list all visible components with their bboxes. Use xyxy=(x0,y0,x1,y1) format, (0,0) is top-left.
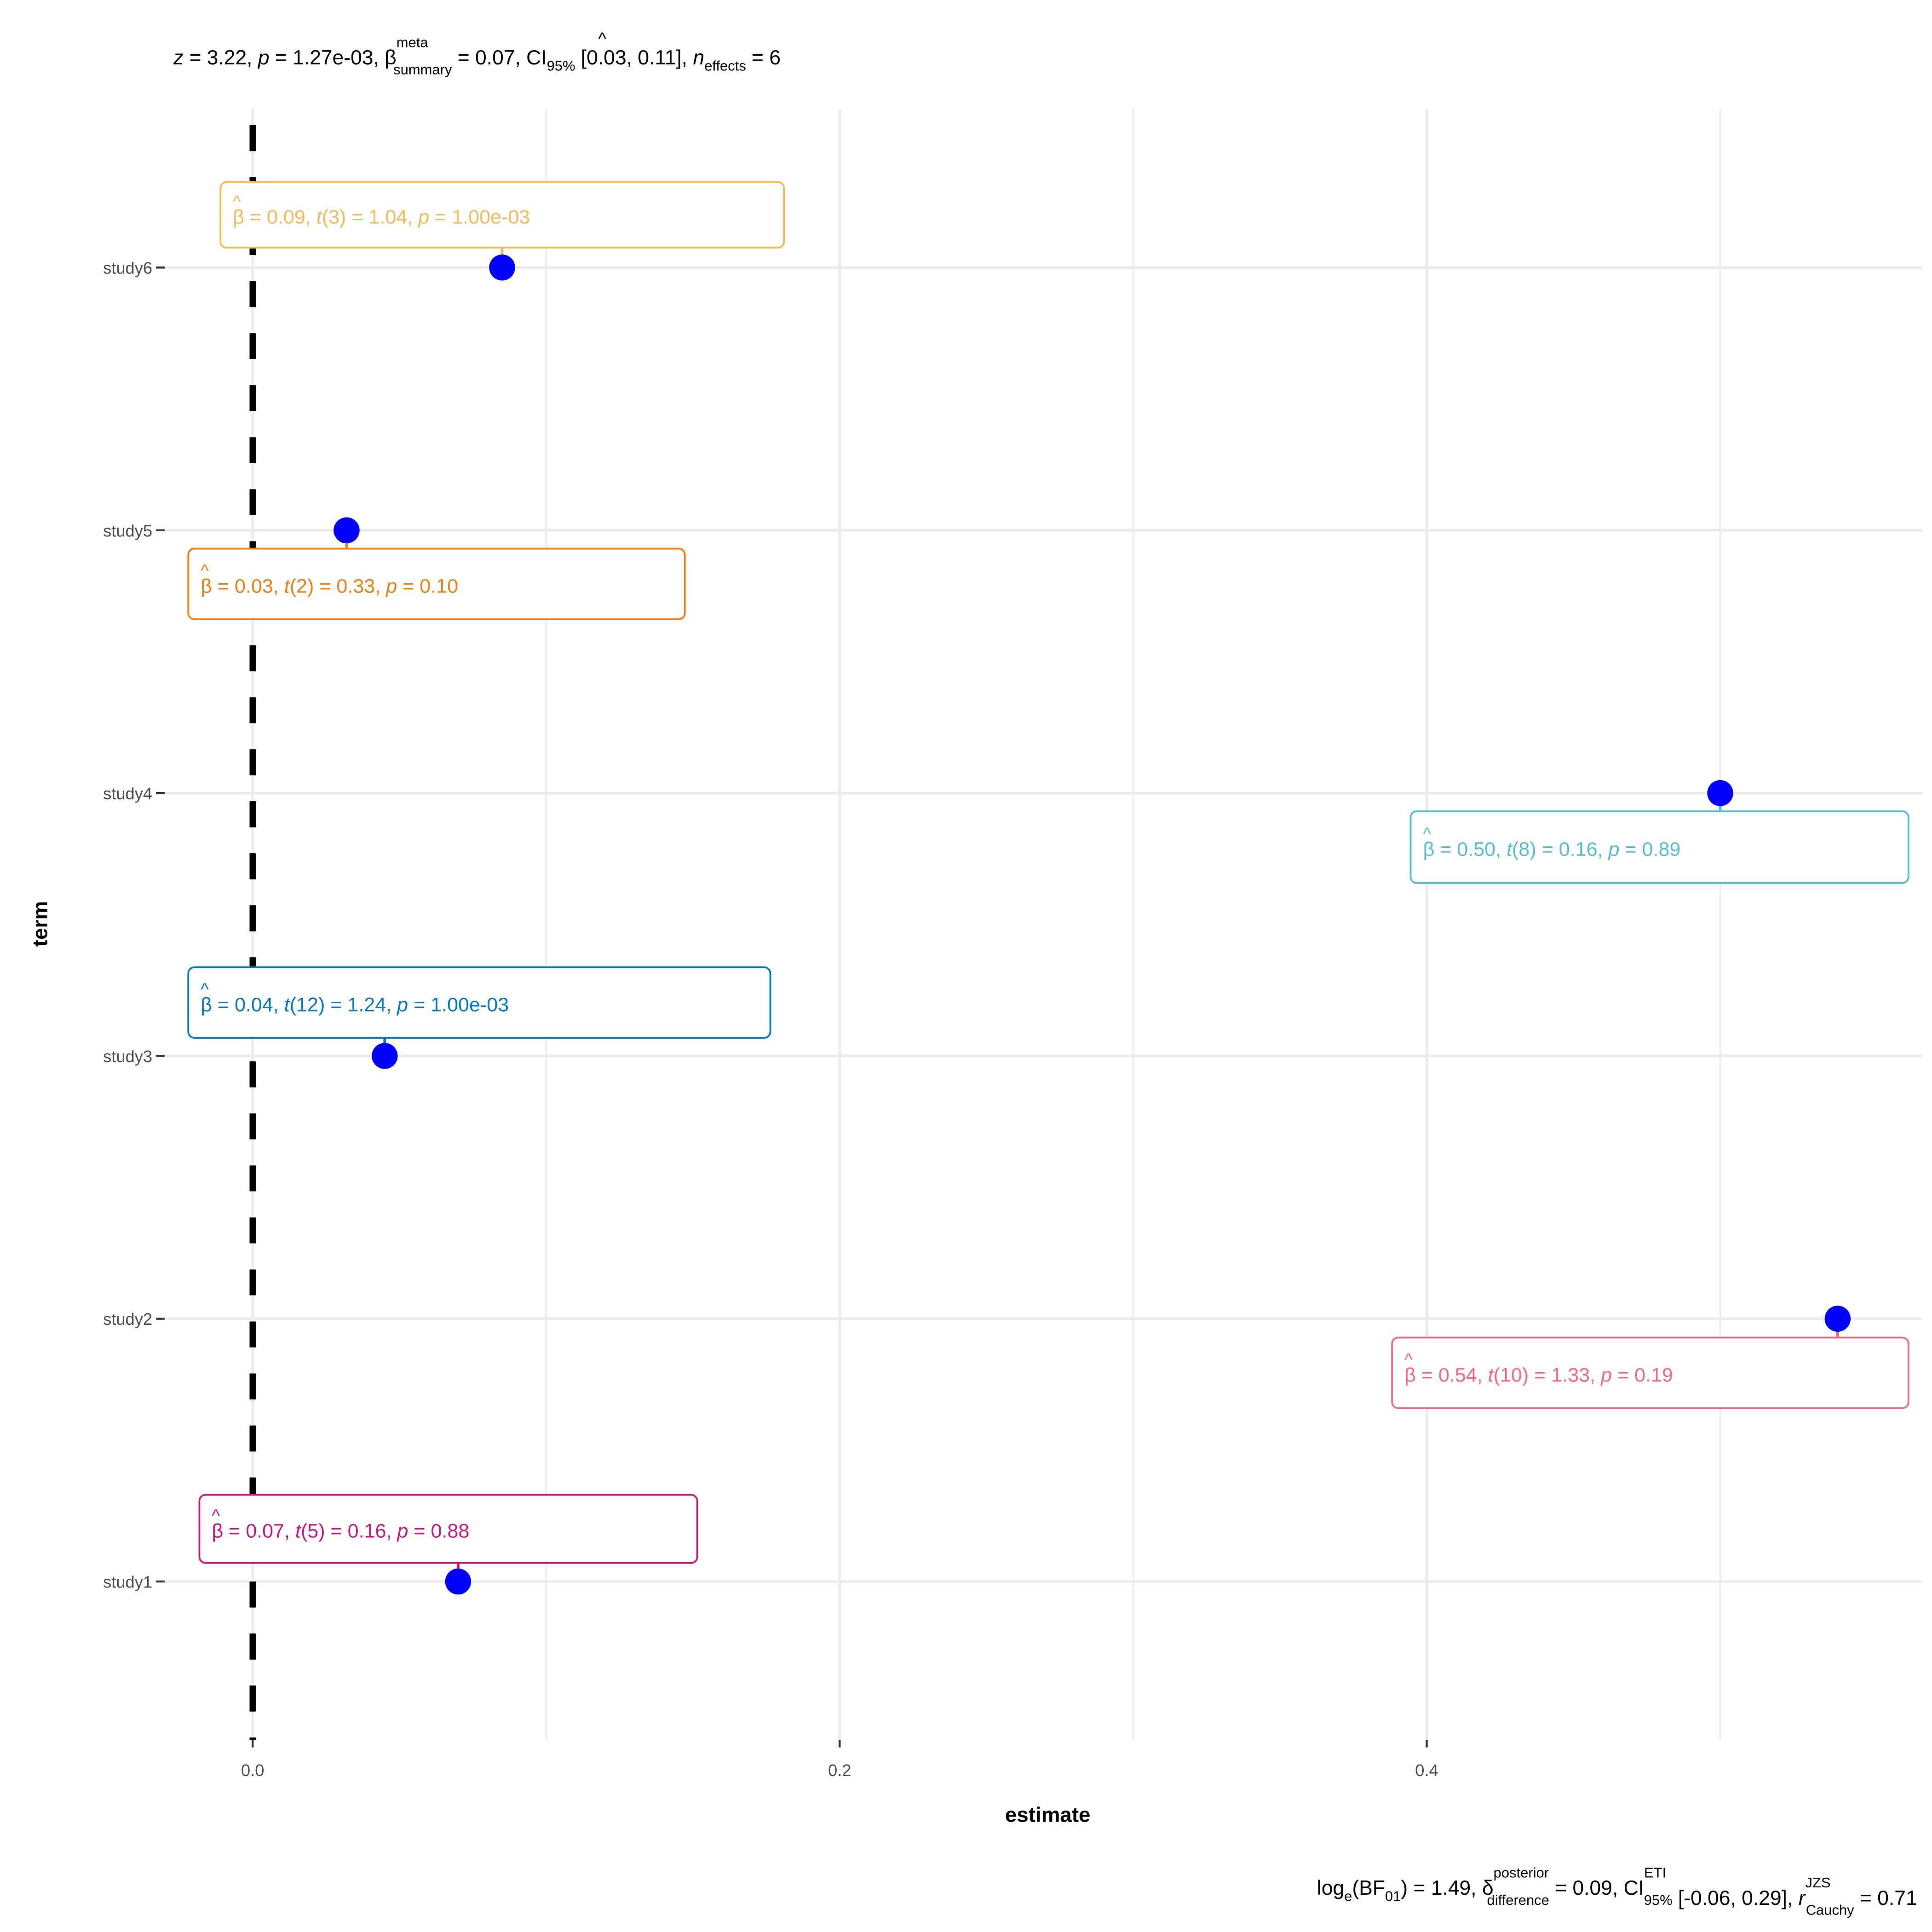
label-text-study2: β = 0.54, t(10) = 1.33, p = 0.19 xyxy=(1404,1364,1673,1386)
hat-glyph-study2: ^ xyxy=(1404,1350,1413,1369)
y-tick-label-study5: study5 xyxy=(103,521,152,540)
data-point-study3 xyxy=(372,1043,398,1069)
y-axis-title: term xyxy=(28,901,52,947)
chart-caption: loge(BF01) = 1.49, δposterior difference … xyxy=(1317,1865,1917,1918)
hat-glyph-study1: ^ xyxy=(212,1506,220,1525)
y-tick-label-study4: study4 xyxy=(103,784,152,803)
hat-glyph-study3: ^ xyxy=(201,979,209,999)
label-text-study5: β = 0.03, t(2) = 0.33, p = 0.10 xyxy=(201,575,458,597)
hat-glyph-study4: ^ xyxy=(1423,824,1431,843)
data-point-study1 xyxy=(445,1568,472,1595)
x-tick-label: 0.2 xyxy=(828,1761,851,1780)
data-point-study5 xyxy=(334,517,360,544)
label-box-study3 xyxy=(187,966,771,1039)
label-text-study3: β = 0.04, t(12) = 1.24, p = 1.00e-03 xyxy=(201,994,509,1016)
x-axis-title: estimate xyxy=(1005,1803,1091,1826)
label-text-study6: β = 0.09, t(3) = 1.04, p = 1.00e-03 xyxy=(233,206,530,228)
label-box-study5 xyxy=(187,547,686,621)
y-tick-label-study1: study1 xyxy=(103,1573,152,1592)
data-point-study4 xyxy=(1707,780,1733,806)
y-tick-label-study2: study2 xyxy=(103,1310,152,1328)
hat-glyph-study5: ^ xyxy=(201,561,209,580)
data-point-study6 xyxy=(489,254,515,281)
label-box-study2 xyxy=(1391,1336,1909,1409)
title-hat-glyph: ^ xyxy=(598,29,606,48)
x-tick-label: 0.4 xyxy=(1415,1761,1438,1780)
label-text-study1: β = 0.07, t(5) = 0.16, p = 0.88 xyxy=(212,1520,469,1542)
label-box-study1 xyxy=(198,1494,698,1564)
data-point-study2 xyxy=(1824,1305,1851,1332)
chart-title: z = 3.22, p = 1.27e-03, βmeta summary = 0… xyxy=(173,34,781,79)
x-tick-label: 0.0 xyxy=(241,1761,264,1780)
hat-glyph-study6: ^ xyxy=(233,192,241,211)
label-text-study4: β = 0.50, t(8) = 0.16, p = 0.89 xyxy=(1423,838,1680,860)
y-tick-label-study6: study6 xyxy=(103,259,152,277)
plot-panel: study1 study2 study3 study4 study5 study6 0.0 0… xyxy=(103,109,1922,1780)
label-box-study4 xyxy=(1409,810,1909,884)
label-box-study6 xyxy=(219,181,785,249)
y-tick-label-study3: study3 xyxy=(103,1047,152,1066)
